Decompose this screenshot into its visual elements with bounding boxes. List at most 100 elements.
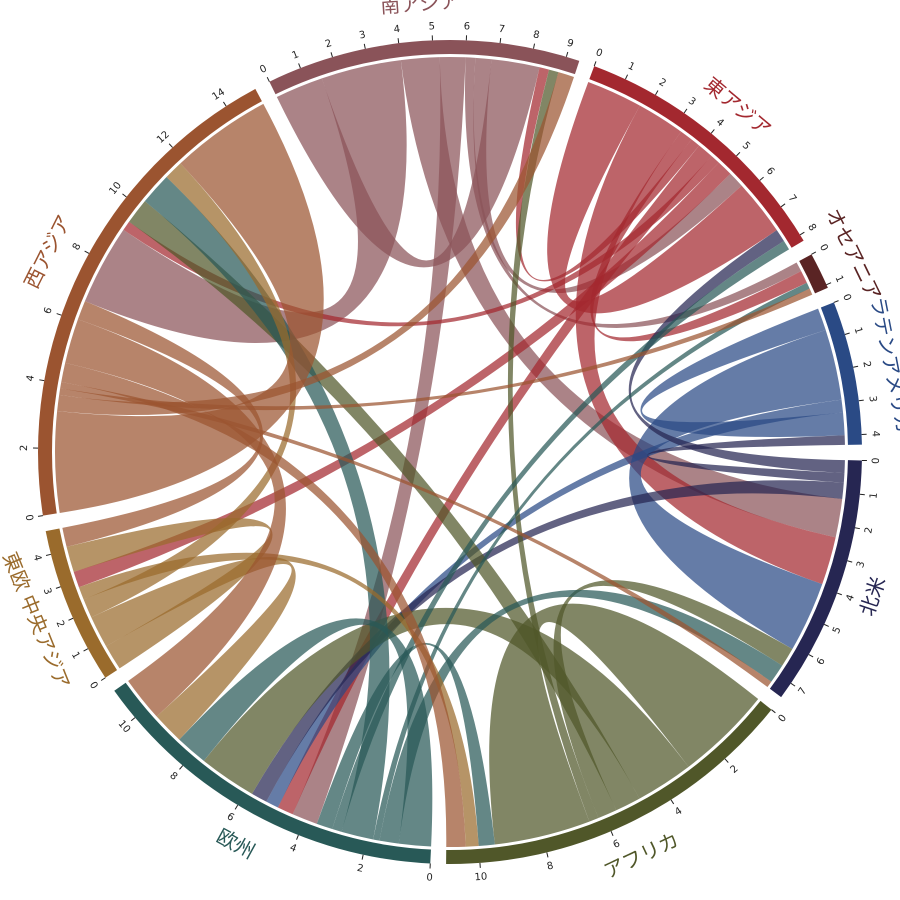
tick-label: 4 — [393, 24, 401, 36]
tick-label: 4 — [288, 842, 298, 855]
tick-mark — [811, 251, 817, 255]
tick-label: 6 — [815, 656, 828, 667]
ribbon — [316, 642, 495, 846]
ribbon — [276, 59, 540, 268]
tick-mark — [780, 203, 786, 208]
tick-label: 1 — [626, 61, 636, 74]
tick-label: 2 — [729, 763, 741, 775]
tick-label: 5 — [428, 21, 435, 32]
tick-label: 0 — [817, 242, 830, 253]
tick-mark — [223, 101, 227, 107]
tick-mark — [844, 332, 850, 335]
tick-mark — [790, 682, 796, 687]
tick-mark — [858, 399, 864, 402]
tick-label: 6 — [764, 166, 776, 178]
tick-label: 2 — [53, 619, 66, 629]
ribbon — [489, 603, 759, 845]
tick-mark — [122, 193, 127, 198]
ribbon — [91, 556, 296, 740]
region-arc — [269, 40, 580, 95]
tick-label: 0 — [840, 293, 853, 303]
region-label: 西アジア — [19, 211, 76, 293]
tick-label: 10 — [108, 180, 125, 197]
ribbon — [62, 301, 263, 547]
tick-mark — [56, 313, 62, 316]
region-arc — [589, 66, 804, 248]
ribbon — [54, 103, 324, 513]
tick-mark — [234, 804, 239, 810]
tick-label: 4 — [869, 430, 880, 437]
tick-mark — [179, 765, 184, 770]
tick-label: 8 — [71, 241, 84, 252]
tick-label: 4 — [31, 553, 43, 562]
tick-mark — [610, 831, 614, 837]
region-label: 北米 — [855, 573, 891, 619]
tick-label: 7 — [797, 686, 810, 697]
tick-mark — [37, 515, 44, 517]
tick-label: 10 — [116, 719, 133, 736]
tick-label: 6 — [225, 811, 236, 824]
tick-mark — [808, 654, 814, 658]
tick-label: 2 — [324, 38, 333, 50]
ribbon — [647, 435, 845, 483]
region-arc — [799, 254, 828, 294]
region-arc — [38, 88, 262, 516]
tick-mark — [130, 717, 136, 722]
tick-label: 2 — [19, 445, 30, 451]
tick-mark — [361, 854, 364, 860]
tick-mark — [397, 38, 400, 44]
tick-mark — [546, 852, 549, 858]
tick-label: 8 — [167, 770, 179, 783]
tick-mark — [736, 151, 741, 157]
region-label: 南アジア — [379, 0, 460, 18]
tick-mark — [100, 677, 106, 681]
ribbon — [66, 517, 273, 669]
tick-label: 5 — [740, 140, 752, 152]
tick-label: 1 — [69, 650, 82, 661]
tick-mark — [624, 74, 629, 80]
tick-label: 3 — [866, 395, 878, 403]
ribbon — [78, 552, 479, 847]
tick-mark — [266, 76, 270, 82]
tick-label: 8 — [546, 860, 555, 872]
tick-mark — [39, 379, 45, 382]
ribbon — [292, 57, 466, 824]
tick-mark — [826, 282, 832, 286]
tick-mark — [683, 108, 688, 114]
ribbon — [144, 176, 390, 840]
tick-mark — [859, 493, 865, 496]
tick-mark — [330, 52, 333, 58]
region-label: アフリカ — [600, 827, 683, 883]
ribbon — [277, 145, 712, 815]
tick-mark — [55, 586, 61, 589]
tick-label: 5 — [831, 625, 844, 635]
tick-label: 2 — [863, 526, 875, 534]
tick-label: 0 — [777, 713, 790, 725]
tick-label: 2 — [860, 360, 872, 369]
tick-label: 1 — [868, 492, 880, 499]
region-label: 東アジア — [700, 72, 776, 141]
region-arc — [446, 700, 772, 864]
tick-mark — [759, 176, 764, 181]
tick-mark — [168, 143, 173, 148]
tick-label: 1 — [852, 326, 864, 335]
tick-label: 4 — [714, 117, 726, 130]
ribbon — [547, 82, 777, 314]
region-arc — [45, 528, 118, 678]
tick-mark — [296, 834, 299, 840]
tick-label: 0 — [594, 47, 604, 60]
tick-mark — [854, 527, 860, 530]
tick-mark — [593, 61, 597, 67]
tick-label: 9 — [566, 38, 575, 50]
tick-mark — [68, 617, 74, 621]
tick-label: 6 — [612, 838, 622, 851]
tick-label: 3 — [686, 96, 697, 109]
ribbon — [65, 319, 286, 717]
tick-mark — [83, 648, 89, 652]
tick-label: 1 — [833, 274, 846, 284]
tick-mark — [847, 560, 853, 563]
tick-label: 0 — [258, 63, 269, 76]
tick-mark — [45, 553, 52, 557]
tick-mark — [836, 592, 842, 596]
